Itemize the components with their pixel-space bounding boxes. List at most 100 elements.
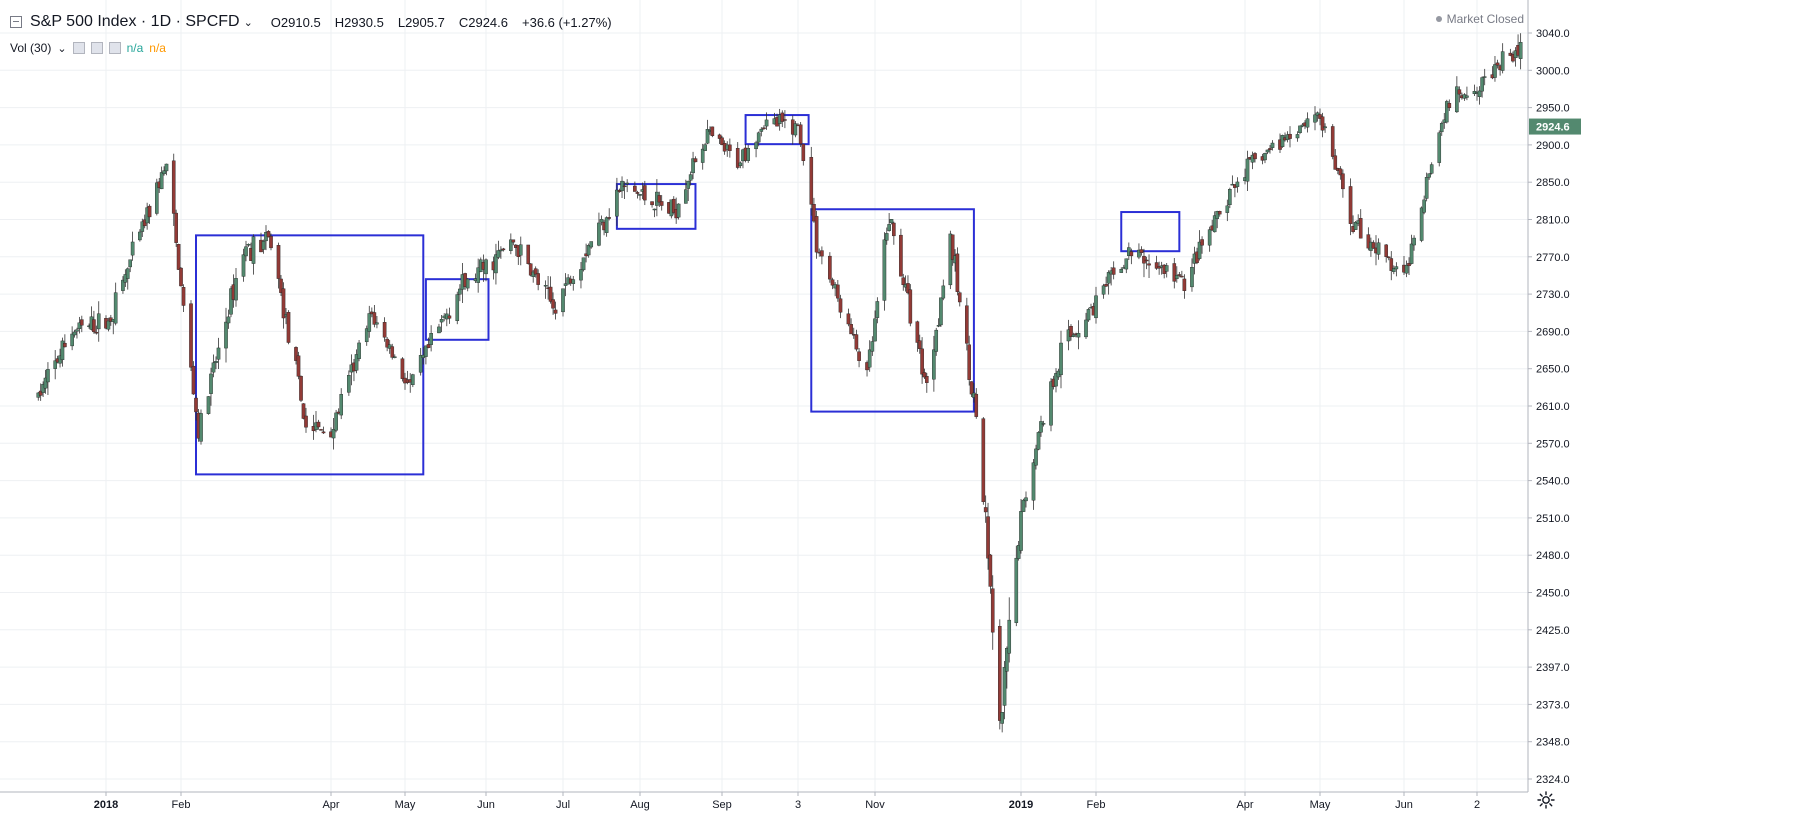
- candle: [922, 368, 927, 380]
- candle: [1323, 123, 1327, 133]
- candle: [934, 327, 939, 356]
- candle: [319, 428, 323, 431]
- candle: [1472, 84, 1477, 96]
- candle-body: [686, 180, 691, 189]
- candle: [814, 210, 819, 259]
- candle-body: [1493, 64, 1497, 78]
- chevron-down-icon[interactable]: ⌄: [243, 16, 253, 29]
- candle: [836, 279, 840, 302]
- candle-body: [77, 322, 82, 329]
- candle-body: [113, 292, 118, 324]
- candle: [1101, 283, 1106, 299]
- candle-body: [276, 245, 281, 279]
- candle-body: [1124, 258, 1129, 270]
- candle: [780, 110, 785, 128]
- y-tick-label: 2650.0: [1536, 364, 1570, 376]
- candle-body: [375, 322, 379, 325]
- symbol-title[interactable]: S&P 500 Index · 1D · SPCFD: [30, 13, 240, 30]
- candle: [1280, 134, 1285, 148]
- candle: [96, 301, 101, 342]
- candle: [1371, 240, 1376, 249]
- candle: [1225, 199, 1230, 222]
- candle: [447, 307, 452, 324]
- candle: [1031, 459, 1036, 510]
- x-tick-label: Jun: [477, 799, 495, 811]
- candle-body: [1353, 221, 1358, 230]
- chevron-down-icon[interactable]: ⌄: [57, 42, 67, 55]
- candle: [1455, 76, 1459, 114]
- settings-small-icon[interactable]: [90, 42, 103, 54]
- candle-body: [437, 326, 441, 334]
- candle: [1353, 220, 1358, 230]
- candle-body: [1270, 142, 1275, 148]
- y-tick-label: 2373.0: [1536, 699, 1570, 711]
- candle-body: [229, 288, 233, 315]
- candle: [988, 553, 993, 594]
- candle-body: [526, 244, 531, 264]
- volume-label[interactable]: Vol (30): [10, 41, 52, 55]
- candle: [269, 233, 273, 251]
- candle-body: [304, 415, 308, 428]
- candle-body: [176, 244, 181, 270]
- candle-body: [1495, 62, 1500, 66]
- collapse-icon[interactable]: [10, 16, 22, 28]
- candle: [793, 121, 798, 138]
- candle: [194, 395, 198, 421]
- candle-body: [1465, 95, 1469, 98]
- candle-body: [1389, 258, 1394, 271]
- candle-body: [838, 298, 843, 313]
- open-label: O: [270, 14, 281, 30]
- candle-body: [214, 361, 218, 363]
- candle-body: [199, 413, 203, 442]
- candle: [1268, 144, 1272, 154]
- candle-body: [783, 119, 787, 121]
- volume-indicator: Vol (30) ⌄ n/a n/a: [10, 38, 166, 58]
- candle-body: [94, 332, 99, 334]
- candle: [176, 243, 181, 271]
- candle: [1419, 206, 1424, 243]
- eye-icon[interactable]: [72, 42, 85, 54]
- candle: [854, 329, 859, 352]
- candle-body: [159, 172, 164, 190]
- candle-body: [147, 205, 152, 218]
- candle-body: [390, 346, 395, 358]
- candle: [155, 178, 159, 216]
- candle: [214, 356, 218, 370]
- candle: [499, 246, 503, 259]
- open-value: 2910.5: [280, 14, 321, 30]
- candle-body: [889, 219, 894, 224]
- candle-body: [638, 194, 642, 196]
- candle: [1424, 172, 1429, 202]
- close-icon[interactable]: [108, 42, 121, 54]
- candle-body: [735, 148, 740, 168]
- candle: [684, 179, 688, 204]
- candle: [1177, 271, 1182, 278]
- candle-body: [164, 163, 169, 172]
- candle-body: [321, 431, 326, 434]
- settings-icon[interactable]: [1536, 790, 1556, 810]
- candle-body: [424, 345, 428, 357]
- candle: [983, 495, 988, 523]
- x-tick-label: 2018: [94, 799, 118, 811]
- candle-body: [179, 267, 183, 287]
- candle: [281, 282, 286, 329]
- candle-body: [836, 284, 840, 299]
- x-tick-label: 2019: [1009, 799, 1033, 811]
- candle: [1457, 86, 1462, 103]
- candle: [372, 305, 377, 328]
- candle: [1182, 274, 1187, 299]
- y-tick-label: 2950.0: [1536, 103, 1570, 115]
- candle-body: [528, 263, 533, 276]
- candle-body: [705, 129, 710, 144]
- candle-body: [684, 189, 688, 204]
- candle-body: [1212, 215, 1217, 233]
- candle-body: [1358, 218, 1363, 239]
- high-value: 2930.5: [344, 14, 384, 30]
- candle-body: [986, 516, 990, 559]
- candle: [941, 279, 946, 301]
- candle-body: [955, 253, 960, 292]
- candle: [1253, 152, 1257, 163]
- candle: [1129, 248, 1134, 265]
